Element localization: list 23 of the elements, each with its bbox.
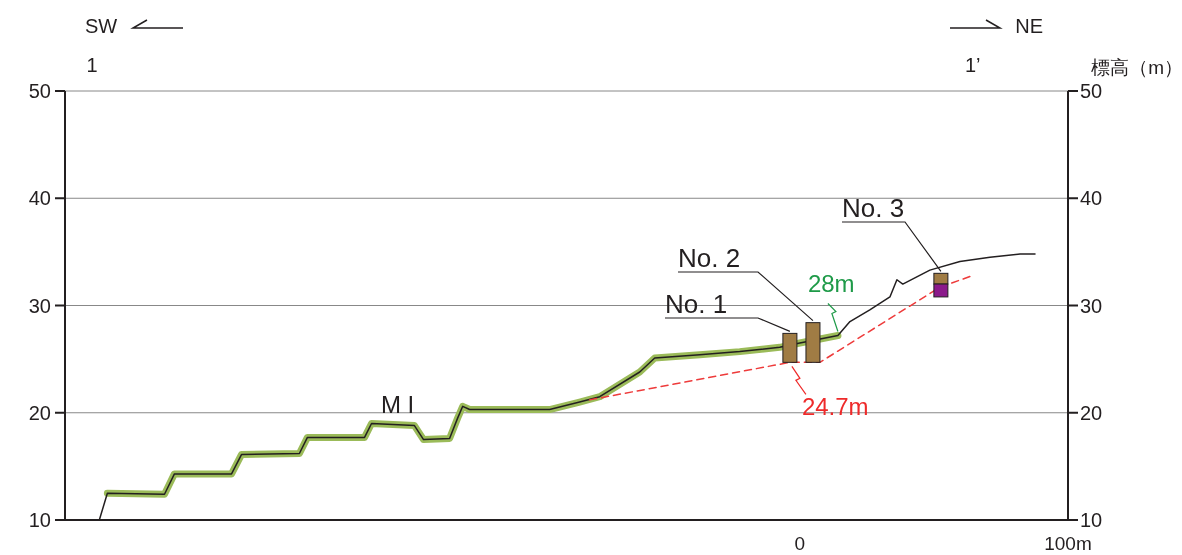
y-tick-label: 20 [28, 401, 51, 424]
y2-tick-label: 20 [1080, 401, 1103, 424]
y2-tick-label: 30 [1080, 294, 1103, 317]
x-tick-label: 100m [1044, 533, 1092, 554]
annotation: 24.7m [801, 393, 869, 421]
annotation: No. 2 [678, 243, 741, 273]
text: 1 [86, 54, 98, 76]
annotation: No. 1 [665, 289, 728, 319]
text: SW [85, 15, 118, 37]
y2-tick-label: 10 [1080, 509, 1103, 531]
y-tick-label: 40 [28, 187, 51, 210]
annotation: 28m [807, 269, 855, 297]
text: NE [1015, 15, 1043, 37]
annotation: No. 3 [842, 193, 905, 223]
y2-axis-title: 標高（m） [1091, 57, 1182, 78]
annotation: M I [380, 391, 415, 419]
y-tick-label: 50 [28, 80, 51, 102]
text: 1’ [965, 54, 981, 76]
y-tick-label: 10 [28, 509, 51, 531]
x-tick-label: 0 [794, 533, 806, 554]
y2-tick-label: 40 [1080, 187, 1103, 210]
y2-tick-label: 50 [1080, 80, 1103, 102]
y-tick-label: 30 [28, 294, 51, 317]
